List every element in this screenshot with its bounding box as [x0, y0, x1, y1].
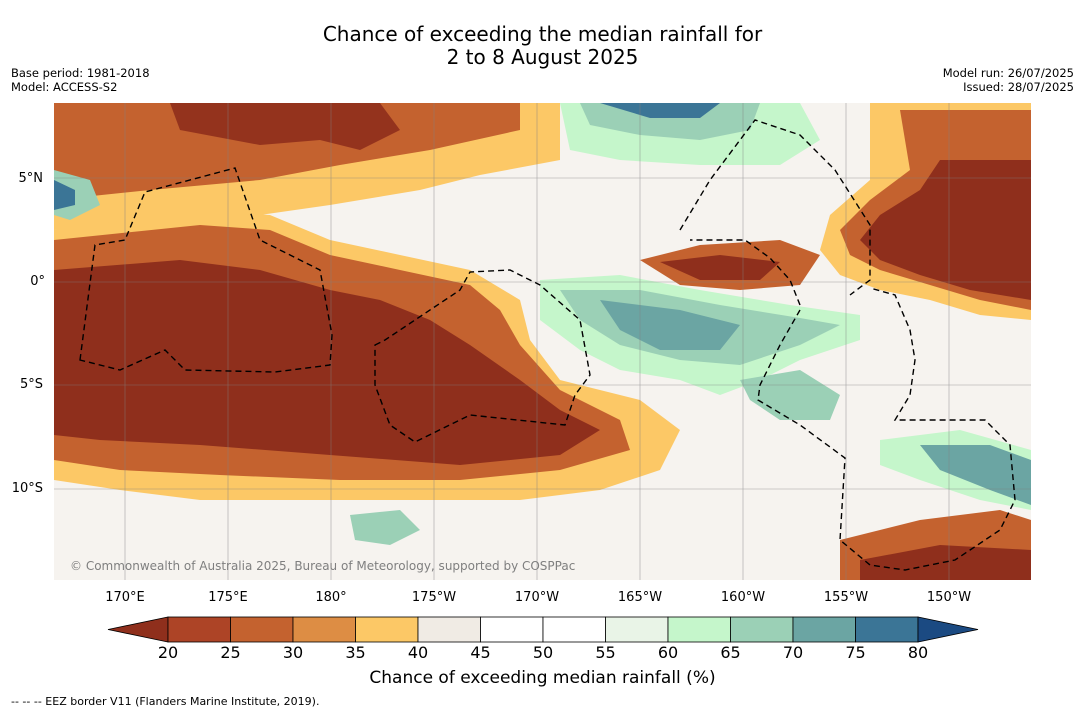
model-run-text: Model run: 26/07/2025: [942, 66, 1074, 80]
lon-label-170w: 170°W: [514, 590, 560, 605]
lon-label-175w: 175°W: [411, 590, 457, 605]
lat-label-0: 0°: [30, 274, 45, 289]
map-field: [54, 103, 1031, 580]
model-text: Model: ACCESS-S2: [11, 80, 118, 94]
meta-left: Base period: 1981-2018 Model: ACCESS-S2: [11, 66, 150, 94]
colorbar-label: Chance of exceeding median rainfall (%): [369, 668, 716, 688]
colorbar-tick-label: 20: [157, 643, 179, 662]
lat-label-10s: 10°S: [11, 481, 43, 496]
colorbar-segment: [167, 616, 231, 643]
colorbar-segment: [355, 616, 419, 643]
colorbar-segment: [667, 616, 731, 643]
lon-label-175e: 175°E: [208, 590, 248, 605]
lon-label-150w: 150°W: [926, 590, 972, 605]
colorbar-tick-label: 75: [845, 643, 866, 662]
colorbar-tick-label: 55: [595, 643, 616, 662]
colorbar-segment: [855, 616, 919, 643]
lon-label-160w: 160°W: [720, 590, 766, 605]
colorbar-segment: [542, 616, 606, 643]
copyright-text: © Commonwealth of Australia 2025, Bureau…: [70, 559, 576, 573]
lon-label-180: 180°: [315, 590, 347, 605]
lat-label-5s: 5°S: [19, 377, 43, 392]
lon-label-170e: 170°E: [105, 590, 145, 605]
colorbar-tick-label: 40: [407, 643, 429, 662]
colorbar-extend-high: [917, 616, 979, 643]
colorbar-tick-label: 80: [907, 643, 929, 662]
colorbar-segment: [417, 616, 481, 643]
colorbar-segment: [605, 616, 669, 643]
map-title-line2: 2 to 8 August 2025: [446, 45, 639, 69]
colorbar-tick-label: 30: [282, 643, 304, 662]
colorbar-tick-label: 25: [220, 643, 241, 662]
colorbar-segment: [730, 616, 794, 643]
meta-right: Model run: 26/07/2025 Issued: 28/07/2025: [943, 66, 1074, 94]
colorbar-tick-label: 50: [532, 643, 554, 662]
colorbar-segment: [792, 616, 856, 643]
colorbar-segment: [292, 616, 356, 643]
colorbar-tick-label: 35: [345, 643, 366, 662]
colorbar-segment: [480, 616, 544, 643]
colorbar-extend-low: [107, 616, 169, 643]
colorbar-tick-label: 60: [657, 643, 679, 662]
footnote-text: -- -- -- EEZ border V11 (Flanders Marine…: [11, 695, 320, 708]
eez-borders: [79, 119, 1016, 571]
colorbar-tick-label: 70: [782, 643, 804, 662]
colorbar-segment: [230, 616, 294, 643]
lat-label-5n: 5°N: [18, 171, 44, 186]
graticule: [54, 103, 1031, 580]
lon-label-155w: 155°W: [823, 590, 869, 605]
lon-label-165w: 165°W: [617, 590, 663, 605]
map-title-line1: Chance of exceeding the median rainfall …: [322, 22, 763, 46]
colorbar-tick-label: 65: [720, 643, 741, 662]
base-period-text: Base period: 1981-2018: [11, 66, 150, 80]
colorbar-tick-label: 45: [470, 643, 491, 662]
issued-text: Issued: 28/07/2025: [963, 80, 1074, 94]
